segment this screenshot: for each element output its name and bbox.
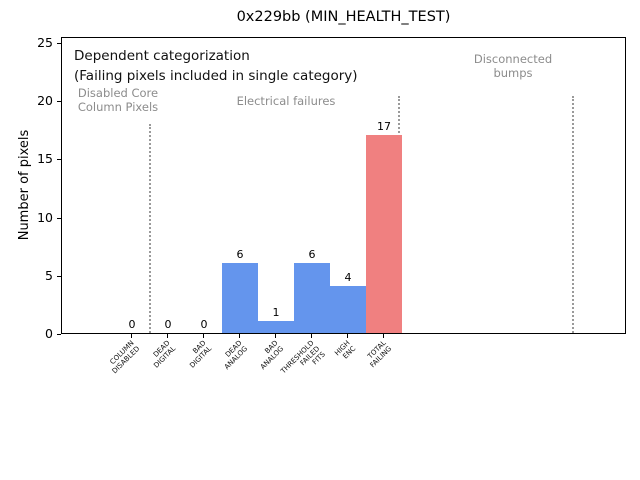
y-tick-mark xyxy=(57,101,61,102)
bar xyxy=(366,135,402,333)
y-tick-label: 25 xyxy=(37,35,53,50)
y-tick-label: 10 xyxy=(37,210,53,225)
bar xyxy=(330,286,366,333)
y-tick-mark xyxy=(57,159,61,160)
bar xyxy=(294,263,330,333)
bar-value-label: 6 xyxy=(236,248,244,261)
x-tick-mark xyxy=(203,334,204,338)
y-tick-mark xyxy=(57,218,61,219)
section-divider-disabled-core xyxy=(149,124,151,333)
annotation-failing-note: (Failing pixels included in single categ… xyxy=(74,68,358,84)
bar xyxy=(222,263,258,333)
bar-value-label: 1 xyxy=(272,306,280,319)
section-label-electrical-failures: Electrical failures xyxy=(236,94,336,108)
bar-value-label: 4 xyxy=(344,271,352,284)
bar-value-label: 0 xyxy=(128,318,136,331)
y-tick-mark xyxy=(57,276,61,277)
y-tick-label: 20 xyxy=(37,93,53,108)
plot-area: Dependent categorization (Failing pixels… xyxy=(61,37,626,334)
y-tick-label: 0 xyxy=(45,326,53,341)
x-tick-mark xyxy=(167,334,168,338)
y-tick-label: 5 xyxy=(45,268,53,283)
y-tick-mark xyxy=(57,43,61,44)
x-tick-mark xyxy=(131,334,132,338)
section-divider-disconnected xyxy=(572,96,574,333)
x-tick-mark xyxy=(239,334,240,338)
bar-value-label: 0 xyxy=(200,318,208,331)
x-tick-mark xyxy=(311,334,312,338)
section-label-disconnected-bumps: Disconnected bumps xyxy=(473,52,553,80)
y-axis-label: Number of pixels xyxy=(17,129,32,241)
y-tick-label: 15 xyxy=(37,151,53,166)
section-label-disabled-core: Disabled Core Column Pixels xyxy=(77,86,159,114)
bar-value-label: 0 xyxy=(164,318,172,331)
annotation-dependent-categorization: Dependent categorization xyxy=(74,48,250,64)
x-tick-mark xyxy=(275,334,276,338)
y-tick-mark xyxy=(57,334,61,335)
bar xyxy=(258,321,294,333)
x-tick-mark xyxy=(347,334,348,338)
bar-value-label: 6 xyxy=(308,248,316,261)
bar-value-label: 17 xyxy=(377,120,391,133)
x-tick-mark xyxy=(383,334,384,338)
chart-title: 0x229bb (MIN_HEALTH_TEST) xyxy=(236,9,451,25)
